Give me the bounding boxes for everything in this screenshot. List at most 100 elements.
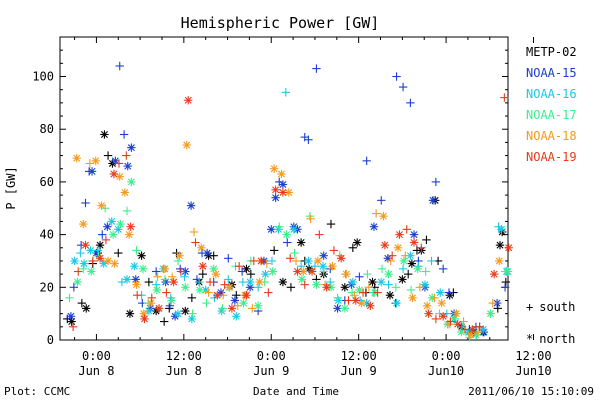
south-data-point xyxy=(238,277,248,287)
north-data-point xyxy=(353,238,362,247)
north-data-point xyxy=(87,267,96,276)
north-data-point xyxy=(437,298,446,308)
south-data-point xyxy=(189,227,199,237)
south-data-point xyxy=(290,248,299,258)
north-data-point xyxy=(420,280,430,289)
north-data-point xyxy=(351,296,360,305)
north-data-point xyxy=(169,277,178,287)
north-data-point xyxy=(497,225,506,234)
north-data-point xyxy=(110,259,119,268)
north-data-point xyxy=(445,291,454,300)
north-data-point xyxy=(307,267,317,276)
north-data-point xyxy=(202,248,212,258)
south-data-point xyxy=(79,264,88,274)
north-data-point xyxy=(319,251,328,260)
north-data-point xyxy=(198,262,207,271)
north-data-point xyxy=(242,291,251,300)
south-data-point xyxy=(269,246,279,255)
north-data-point xyxy=(152,285,162,295)
south-data-point xyxy=(144,277,154,287)
x-tick-date-label: Jun 9 xyxy=(341,364,377,378)
south-data-point xyxy=(391,283,401,292)
north-data-point xyxy=(116,219,125,229)
north-data-point xyxy=(108,230,118,239)
north-data-point xyxy=(271,185,280,195)
north-data-point xyxy=(384,269,393,279)
south-data-point xyxy=(350,291,359,300)
south-data-point xyxy=(264,288,273,297)
south-data-point xyxy=(364,283,374,292)
south-data-point xyxy=(147,293,156,303)
south-data-point xyxy=(119,130,129,139)
x-tick-date-label: Jun10 xyxy=(428,364,464,378)
south-data-point xyxy=(500,93,509,102)
north-data-point xyxy=(424,309,433,318)
north-data-point xyxy=(380,240,390,250)
north-data-point xyxy=(271,193,280,202)
north-data-point xyxy=(304,256,313,266)
south-data-point xyxy=(333,293,342,303)
south-data-point xyxy=(275,222,284,231)
south-data-point xyxy=(406,285,416,295)
south-data-point xyxy=(167,272,177,281)
north-data-point xyxy=(181,283,190,292)
north-data-point xyxy=(486,309,495,318)
south-data-point xyxy=(224,254,233,263)
north-data-point xyxy=(126,222,135,231)
south-data-point xyxy=(162,288,171,297)
south-data-point xyxy=(344,296,353,305)
north-data-point xyxy=(489,269,499,279)
south-data-point xyxy=(446,317,455,326)
north-data-point xyxy=(132,280,141,289)
plot-frame xyxy=(59,36,509,341)
x-tick-time-label: 12:00 xyxy=(166,349,202,363)
south-data-point xyxy=(326,219,336,229)
x-tick-time-label: 12:00 xyxy=(341,349,377,363)
north-data-point xyxy=(278,277,288,287)
y-tick-label: 20 xyxy=(40,280,54,294)
south-data-point xyxy=(204,288,213,297)
north-data-point xyxy=(175,251,184,260)
y-tick-label: 100 xyxy=(32,70,54,84)
north-data-point xyxy=(322,283,331,292)
south-data-point xyxy=(180,272,189,281)
south-data-point xyxy=(431,314,441,324)
south-data-point xyxy=(392,72,401,81)
north-data-point xyxy=(70,256,79,266)
south-data-point xyxy=(285,254,295,263)
south-data-point xyxy=(205,277,215,287)
south-data-point xyxy=(362,156,371,166)
south-data-point xyxy=(81,198,90,208)
legend-entry: NOAA-19 xyxy=(526,150,577,164)
south-data-point xyxy=(115,61,124,71)
north-data-point xyxy=(154,304,164,313)
south-data-point xyxy=(430,293,439,303)
y-tick-label: 0 xyxy=(47,333,54,347)
south-data-point xyxy=(74,267,83,276)
north-data-point xyxy=(268,267,277,276)
north-data-point xyxy=(184,96,193,105)
north-data-point xyxy=(340,304,350,313)
north-data-point xyxy=(82,304,91,313)
north-data-point xyxy=(100,130,109,139)
north-data-point xyxy=(66,312,76,321)
south-data-point xyxy=(402,225,411,234)
south-data-point xyxy=(249,256,258,266)
north-data-point xyxy=(79,219,88,229)
north-data-point xyxy=(368,277,377,287)
north-data-point xyxy=(395,230,404,239)
north-data-point xyxy=(336,254,346,263)
north-data-point xyxy=(253,301,263,310)
north-data-point xyxy=(95,240,105,250)
north-data-point xyxy=(99,259,108,268)
south-data-point xyxy=(304,135,313,144)
north-data-point xyxy=(333,304,342,313)
x-axis-label: Date and Time xyxy=(253,385,339,398)
south-data-point xyxy=(246,269,256,279)
south-data-point xyxy=(460,325,470,334)
north-data-point xyxy=(103,256,113,266)
north-data-point xyxy=(167,296,176,305)
south-data-point xyxy=(77,298,87,308)
north-data-point xyxy=(173,309,183,318)
north-data-point xyxy=(296,238,306,247)
